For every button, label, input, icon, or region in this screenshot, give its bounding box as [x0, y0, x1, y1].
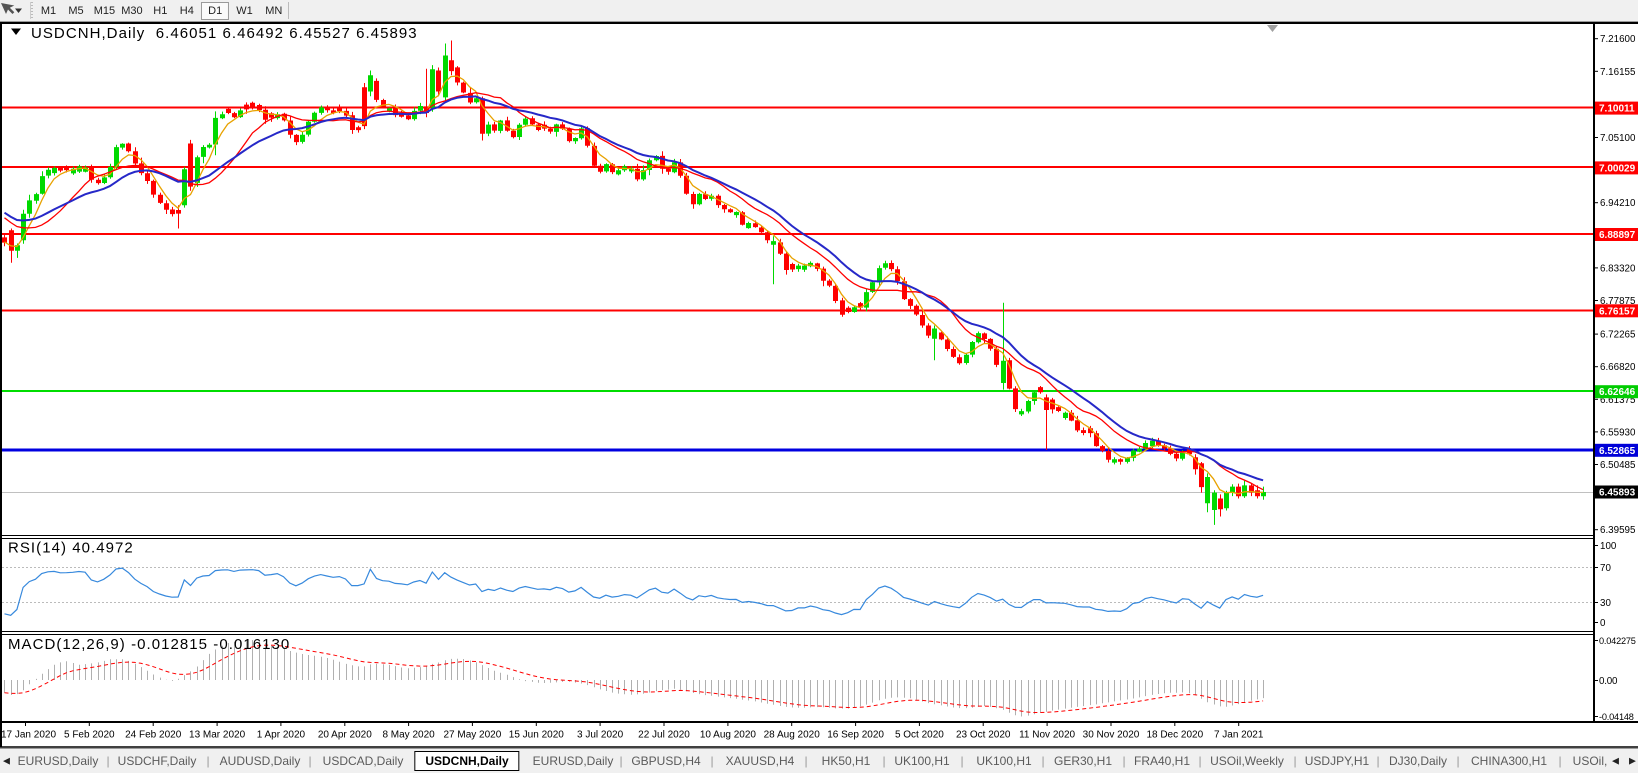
svg-text:6.76157: 6.76157 — [1599, 306, 1636, 317]
svg-text:28 Aug 2020: 28 Aug 2020 — [764, 730, 821, 741]
svg-text:6.66820: 6.66820 — [1600, 362, 1636, 373]
svg-text:3 Jul 2020: 3 Jul 2020 — [577, 730, 624, 741]
svg-text:30 Nov 2020: 30 Nov 2020 — [1083, 730, 1140, 741]
svg-text:20 Apr 2020: 20 Apr 2020 — [318, 730, 372, 741]
svg-text:30: 30 — [1600, 598, 1611, 609]
svg-text:7 Jan 2021: 7 Jan 2021 — [1214, 730, 1264, 741]
svg-text:USDCNH,Daily 6.46051 6.46492: USDCNH,Daily 6.46051 6.46492 6.45527 6.4… — [31, 25, 418, 42]
svg-text:6.62646: 6.62646 — [1599, 387, 1636, 398]
svg-text:6.45893: 6.45893 — [1599, 488, 1636, 499]
svg-text:18 Dec 2020: 18 Dec 2020 — [1146, 730, 1203, 741]
svg-text:24 Feb 2020: 24 Feb 2020 — [125, 730, 182, 741]
svg-text:13 Mar 2020: 13 Mar 2020 — [189, 730, 246, 741]
svg-text:0.00: 0.00 — [1599, 676, 1618, 687]
svg-text:6.94210: 6.94210 — [1600, 198, 1636, 209]
svg-text:7.16155: 7.16155 — [1600, 67, 1636, 78]
svg-text:7.00029: 7.00029 — [1599, 163, 1636, 174]
svg-text:6.83320: 6.83320 — [1600, 263, 1636, 274]
svg-text:1 Apr 2020: 1 Apr 2020 — [257, 730, 306, 741]
svg-text:RSI(14) 40.4972: RSI(14) 40.4972 — [8, 540, 134, 557]
svg-text:6.52865: 6.52865 — [1599, 446, 1636, 457]
svg-text:8 May 2020: 8 May 2020 — [382, 730, 435, 741]
svg-text:6.88897: 6.88897 — [1599, 230, 1636, 241]
svg-text:6.55930: 6.55930 — [1600, 427, 1636, 438]
svg-text:0.042275: 0.042275 — [1599, 636, 1636, 646]
svg-text:6.39595: 6.39595 — [1600, 525, 1636, 536]
svg-text:27 May 2020: 27 May 2020 — [443, 730, 501, 741]
svg-text:6.77875: 6.77875 — [1600, 296, 1636, 307]
svg-text:10 Aug 2020: 10 Aug 2020 — [700, 730, 757, 741]
svg-text:0: 0 — [1600, 618, 1606, 629]
svg-text:16 Sep 2020: 16 Sep 2020 — [827, 730, 884, 741]
svg-text:6.72265: 6.72265 — [1600, 330, 1636, 341]
svg-text:17 Jan 2020: 17 Jan 2020 — [1, 730, 56, 741]
svg-text:5 Feb 2020: 5 Feb 2020 — [64, 730, 115, 741]
svg-text:15 Jun 2020: 15 Jun 2020 — [509, 730, 564, 741]
svg-text:11 Nov 2020: 11 Nov 2020 — [1019, 730, 1075, 741]
svg-text:6.61375: 6.61375 — [1600, 395, 1636, 406]
svg-text:-0.04148: -0.04148 — [1599, 712, 1634, 722]
svg-text:100: 100 — [1600, 541, 1617, 552]
svg-text:22 Jul 2020: 22 Jul 2020 — [638, 730, 690, 741]
svg-text:7.21600: 7.21600 — [1600, 34, 1636, 45]
svg-text:MACD(12,26,9) -0.012815 -0.016: MACD(12,26,9) -0.012815 -0.016130 — [8, 636, 290, 653]
svg-text:5 Oct 2020: 5 Oct 2020 — [895, 730, 944, 741]
svg-text:7.10011: 7.10011 — [1599, 104, 1635, 115]
svg-text:23 Oct 2020: 23 Oct 2020 — [956, 730, 1011, 741]
svg-text:7.05100: 7.05100 — [1600, 133, 1636, 144]
svg-text:6.50485: 6.50485 — [1600, 460, 1636, 471]
svg-text:70: 70 — [1600, 563, 1611, 574]
